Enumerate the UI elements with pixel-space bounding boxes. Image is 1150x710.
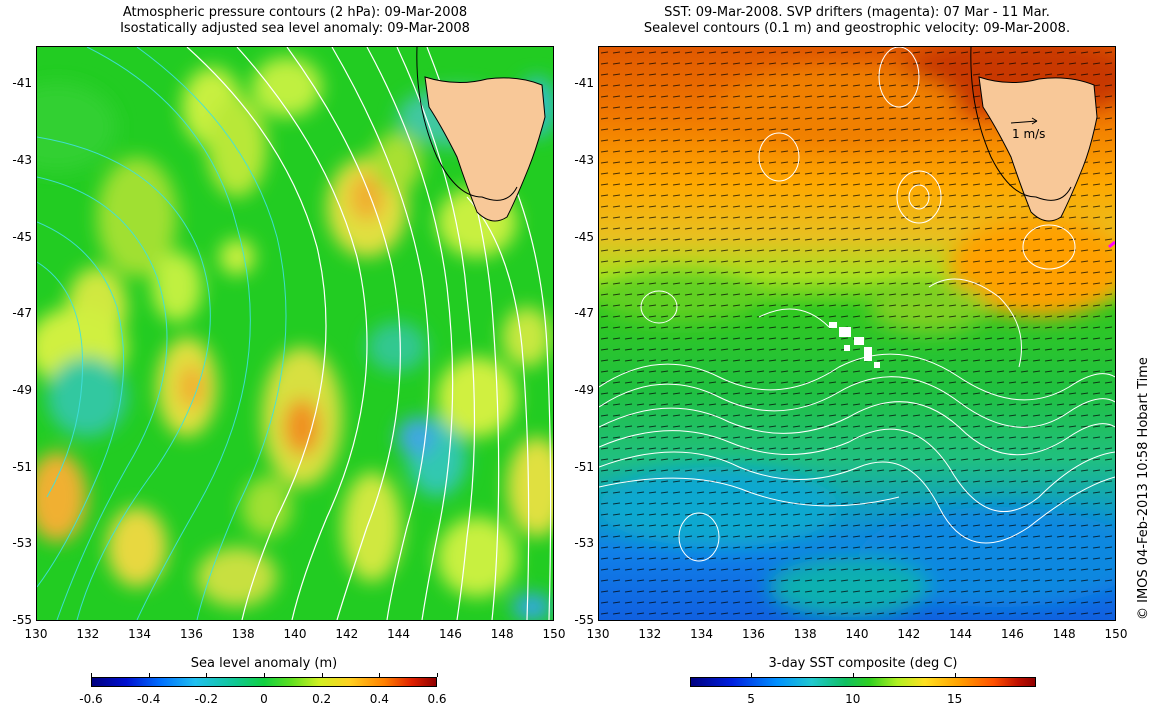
right-colorbar bbox=[690, 677, 1036, 687]
right-lon-tick: 146 bbox=[1000, 627, 1024, 641]
left-lon-tick: 138 bbox=[231, 627, 255, 641]
right-lat-tick: -47 bbox=[574, 306, 594, 321]
right-lon-tick: 142 bbox=[897, 627, 921, 641]
right-title-line2: Sealevel contours (0.1 m) and geostrophi… bbox=[643, 21, 1071, 36]
left-lat-tick: -49 bbox=[12, 383, 32, 397]
right-map-title: SST: 09-Mar-2008. SVP drifters (magenta)… bbox=[598, 5, 1116, 37]
left-lon-tick: 132 bbox=[76, 627, 100, 641]
right-colorbar-tick-label: 5 bbox=[747, 692, 755, 706]
right-lon-tick: 130 bbox=[586, 627, 610, 641]
left-lat-tick: -51 bbox=[12, 459, 32, 474]
right-lat-tick: -53 bbox=[574, 536, 594, 551]
left-colorbar-tick-mark bbox=[264, 673, 265, 677]
left-colorbar-tick-label: -0.4 bbox=[136, 692, 161, 706]
left-lon-tick: 140 bbox=[283, 627, 307, 641]
left-lat-tick: -43 bbox=[12, 153, 32, 167]
right-lon-tick: 134 bbox=[690, 627, 714, 641]
left-colorbar-tick-mark bbox=[148, 673, 150, 677]
velocity-scale-label: 1 m/s bbox=[1012, 127, 1046, 141]
right-lon-tick: 144 bbox=[949, 627, 973, 641]
right-lon-tick: 136 bbox=[741, 627, 765, 641]
right-lon-tick: 150 bbox=[1104, 627, 1128, 641]
left-lon-tick: 144 bbox=[387, 627, 411, 641]
sst-map: 1 m/s bbox=[598, 46, 1116, 621]
left-map-title: Atmospheric pressure contours (2 hPa): 0… bbox=[36, 5, 554, 37]
left-colorbar-tick-mark bbox=[91, 673, 92, 677]
right-lat-tick: -51 bbox=[574, 459, 594, 474]
left-lon-tick: 136 bbox=[179, 627, 203, 641]
right-lat-tick: -43 bbox=[574, 153, 594, 167]
left-colorbar-label: Sea level anomaly (m) bbox=[190, 656, 338, 671]
left-colorbar-tick-mark bbox=[321, 673, 323, 677]
left-colorbar-tick-mark bbox=[379, 673, 381, 677]
right-colorbar-tick-mark bbox=[852, 673, 854, 677]
left-colorbar-tick-label: -0.2 bbox=[194, 692, 219, 706]
left-lat-tick: -47 bbox=[12, 306, 32, 321]
right-colorbar-tick-mark bbox=[954, 673, 956, 677]
left-colorbar-tick-label: 0.4 bbox=[369, 692, 389, 706]
right-lat-tick: -49 bbox=[574, 383, 594, 397]
right-lat-tick: -41 bbox=[574, 76, 594, 91]
left-lon-tick: 130 bbox=[24, 627, 48, 641]
right-lat-tick: -55 bbox=[574, 613, 594, 627]
left-lat-tick: -41 bbox=[12, 76, 32, 91]
right-lon-tick: 148 bbox=[1052, 627, 1076, 641]
right-colorbar-label: 3-day SST composite (deg C) bbox=[768, 656, 958, 671]
left-title-line2: Isostatically adjusted sea level anomaly… bbox=[120, 21, 470, 36]
left-colorbar-tick-mark bbox=[206, 673, 208, 677]
right-lon-tick: 138 bbox=[793, 627, 817, 641]
left-lat-tick: -53 bbox=[12, 536, 32, 551]
left-colorbar bbox=[91, 677, 437, 687]
left-lon-tick: 134 bbox=[128, 627, 152, 641]
left-colorbar-tick-label: 0.6 bbox=[427, 692, 447, 706]
right-lon-tick: 132 bbox=[638, 627, 662, 641]
left-colorbar-tick-mark bbox=[437, 673, 438, 677]
left-colorbar-tick-label: -0.6 bbox=[79, 692, 103, 706]
sea-level-anomaly-map bbox=[36, 46, 554, 621]
left-lon-tick: 148 bbox=[490, 627, 514, 641]
left-lon-tick: 142 bbox=[335, 627, 359, 641]
right-lat-tick: -45 bbox=[574, 229, 594, 244]
left-lon-tick: 146 bbox=[438, 627, 462, 641]
left-lat-tick: -55 bbox=[12, 613, 32, 627]
left-lon-tick: 150 bbox=[542, 627, 566, 641]
left-lat-tick: -45 bbox=[12, 229, 32, 244]
right-colorbar-tick-label: 10 bbox=[845, 692, 861, 706]
imos-credit: © IMOS 04-Feb-2013 10:58 Hobart Time bbox=[1136, 357, 1150, 620]
right-title-line1: SST: 09-Mar-2008. SVP drifters (magenta)… bbox=[664, 5, 1050, 20]
left-colorbar-tick-label: 0 bbox=[260, 692, 268, 706]
left-title-line1: Atmospheric pressure contours (2 hPa): 0… bbox=[122, 5, 468, 20]
left-colorbar-tick-label: 0.2 bbox=[312, 692, 332, 706]
right-colorbar-tick-label: 15 bbox=[946, 692, 963, 706]
right-colorbar-tick-mark bbox=[751, 673, 753, 677]
right-lon-tick: 140 bbox=[845, 627, 869, 641]
